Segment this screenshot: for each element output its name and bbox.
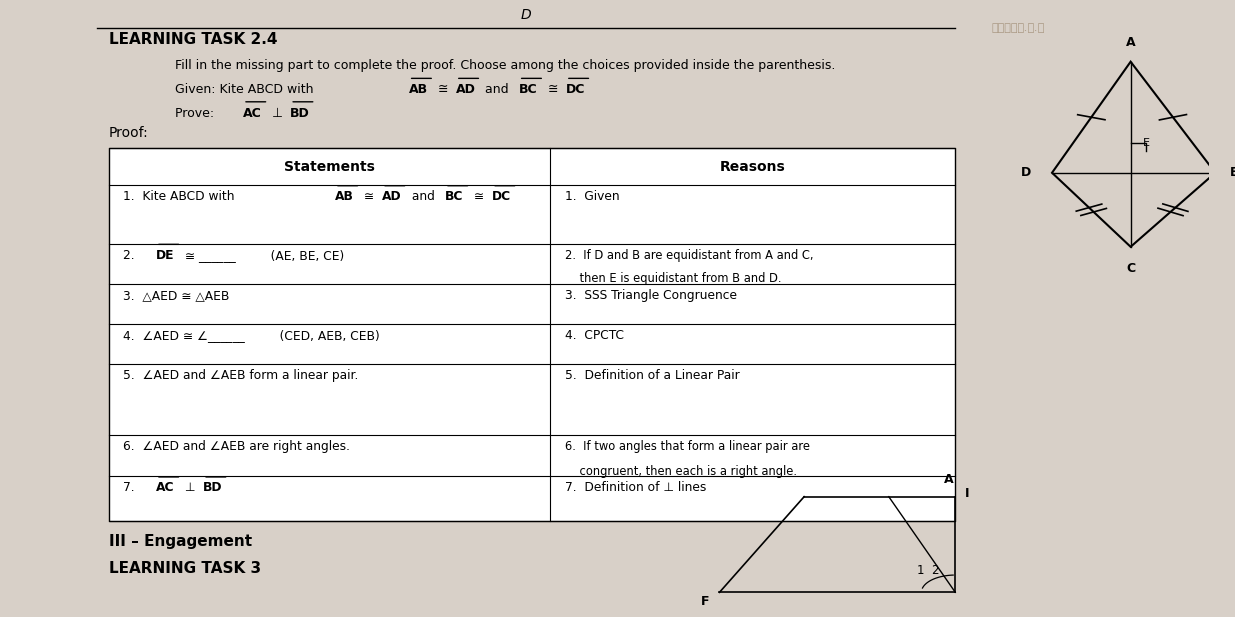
Text: C: C (1126, 262, 1135, 275)
Text: B: B (1230, 166, 1235, 180)
Text: AB: AB (409, 83, 427, 96)
Text: ≅: ≅ (471, 190, 488, 203)
Text: ≅: ≅ (545, 83, 563, 96)
Text: 7.: 7. (124, 481, 143, 494)
Text: Prove:: Prove: (175, 107, 219, 120)
Text: ≅ ______         (AE, BE, CE): ≅ ______ (AE, BE, CE) (182, 249, 345, 262)
Text: 5.  ∠AED and ∠AEB form a linear pair.: 5. ∠AED and ∠AEB form a linear pair. (124, 369, 358, 382)
Text: BC: BC (445, 190, 463, 203)
Text: 4.  ∠AED ≅ ∠______         (CED, AEB, CEB): 4. ∠AED ≅ ∠______ (CED, AEB, CEB) (124, 329, 380, 342)
Text: Fill in the missing part to complete the proof. Choose among the choices provide: Fill in the missing part to complete the… (175, 59, 836, 72)
Text: 1.  Kite ABCD with: 1. Kite ABCD with (124, 190, 238, 203)
Text: ⊥: ⊥ (182, 481, 200, 494)
Text: and: and (482, 83, 513, 96)
Text: congruent, then each is a right angle.: congruent, then each is a right angle. (564, 465, 797, 478)
Text: BD: BD (203, 481, 222, 494)
Text: 3.  SSS Triangle Congruence: 3. SSS Triangle Congruence (564, 289, 737, 302)
Text: D: D (521, 7, 531, 22)
Text: D: D (1021, 166, 1031, 180)
Text: BD: BD (290, 107, 310, 120)
Text: ⊥: ⊥ (268, 107, 288, 120)
Text: A: A (1126, 36, 1135, 49)
Text: Proof:: Proof: (109, 126, 148, 141)
Text: 3.  △AED ≅ △AEB: 3. △AED ≅ △AEB (124, 289, 230, 302)
Text: F: F (701, 595, 710, 608)
Text: AD: AD (456, 83, 475, 96)
Text: 2.: 2. (124, 249, 143, 262)
FancyBboxPatch shape (0, 0, 1209, 617)
Text: Reasons: Reasons (720, 160, 785, 173)
Text: Given: Kite ABCD with: Given: Kite ABCD with (175, 83, 317, 96)
Text: ≅: ≅ (435, 83, 452, 96)
Text: DC: DC (493, 190, 511, 203)
Text: BC: BC (519, 83, 537, 96)
Text: 1.  Given: 1. Given (564, 190, 619, 203)
Text: 2.  If D and B are equidistant from A and C,: 2. If D and B are equidistant from A and… (564, 249, 813, 262)
Text: 4.  CPCTC: 4. CPCTC (564, 329, 624, 342)
Text: A: A (945, 473, 955, 486)
Text: 6.  ∠AED and ∠AEB are right angles.: 6. ∠AED and ∠AEB are right angles. (124, 440, 351, 453)
Text: then E is equidistant from B and D.: then E is equidistant from B and D. (564, 272, 782, 285)
Text: AC: AC (156, 481, 174, 494)
Text: AB: AB (335, 190, 354, 203)
Text: LEARNING TASK 2.4: LEARNING TASK 2.4 (109, 32, 278, 47)
Text: DE: DE (156, 249, 174, 262)
Text: 5.  Definition of a Linear Pair: 5. Definition of a Linear Pair (564, 369, 740, 382)
Text: ≅: ≅ (361, 190, 378, 203)
Text: 1  2: 1 2 (918, 564, 940, 578)
Text: Statements: Statements (284, 160, 375, 173)
Text: AC: AC (243, 107, 262, 120)
Text: E: E (1142, 138, 1150, 148)
Text: AD: AD (382, 190, 401, 203)
Text: LEARNING TASK 3: LEARNING TASK 3 (109, 561, 261, 576)
FancyBboxPatch shape (109, 148, 956, 521)
Text: I: I (965, 487, 969, 500)
Text: ยสมตร.ก.ก: ยสมตร.ก.ก (992, 23, 1045, 33)
Text: 6.  If two angles that form a linear pair are: 6. If two angles that form a linear pair… (564, 440, 810, 453)
Text: III – Engagement: III – Engagement (109, 534, 252, 549)
Text: DC: DC (566, 83, 585, 96)
Text: and: and (408, 190, 438, 203)
Text: 7.  Definition of ⊥ lines: 7. Definition of ⊥ lines (564, 481, 706, 494)
